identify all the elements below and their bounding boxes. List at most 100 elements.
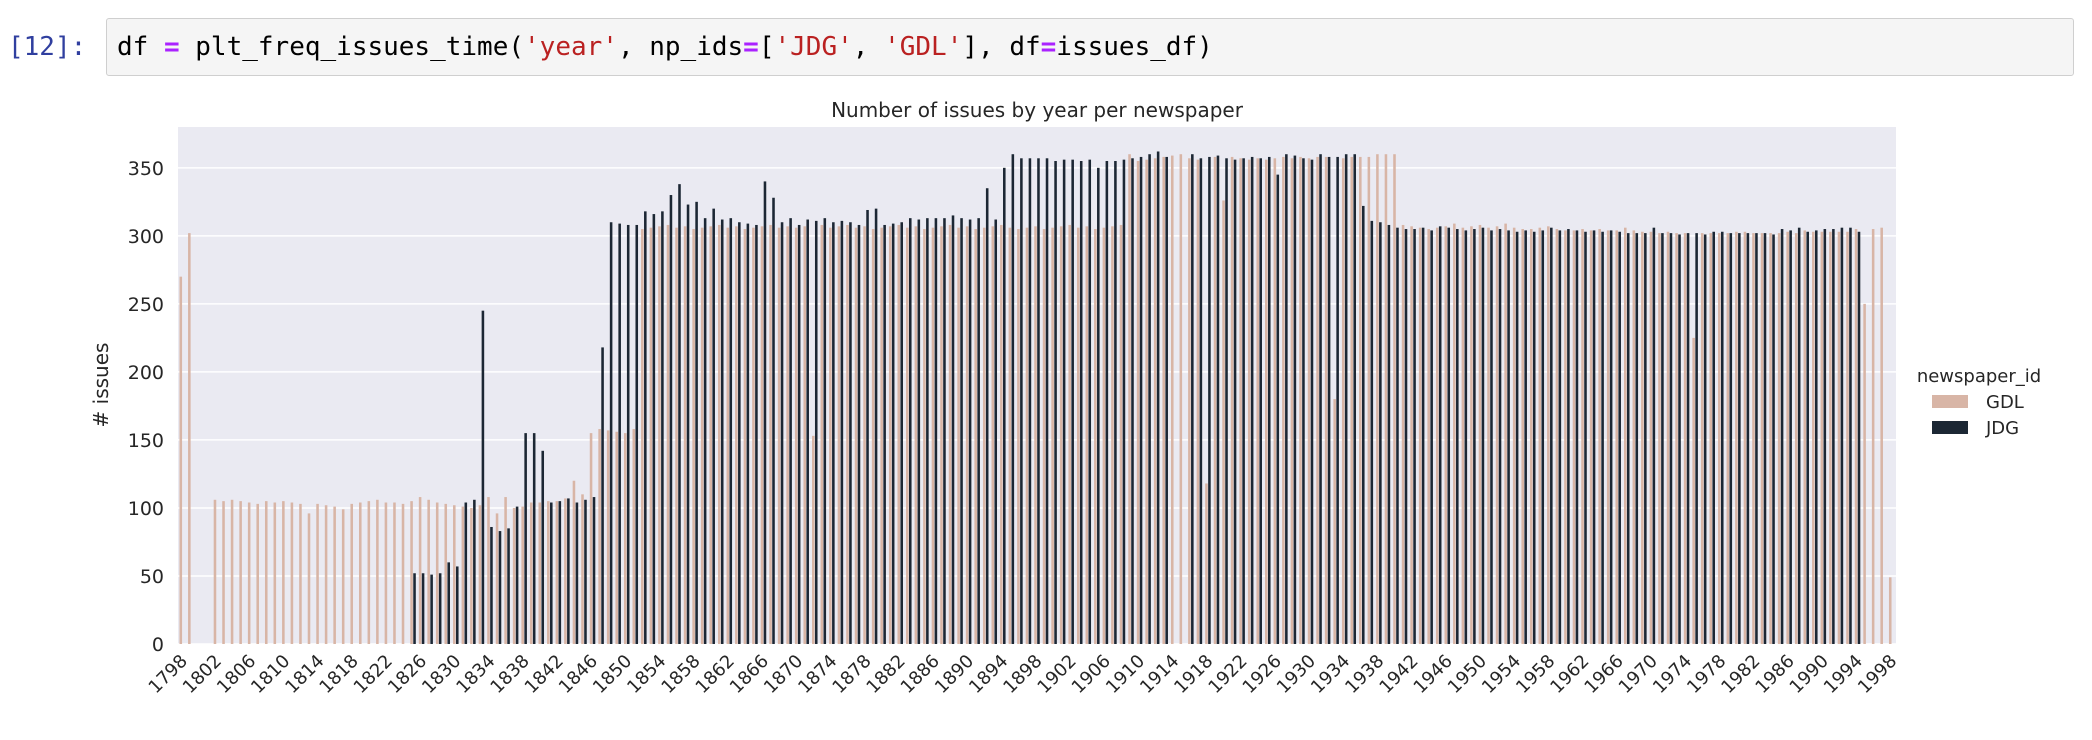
- x-tick-label: 1870: [760, 651, 807, 698]
- x-tick-label: 1922: [1204, 651, 1251, 698]
- bar-jdg-1862: [729, 218, 733, 644]
- bar-gdl-1819: [359, 502, 362, 644]
- bar-jdg-1947: [1456, 229, 1459, 645]
- bar-gdl-1804: [230, 499, 234, 644]
- bar-gdl-1860: [709, 226, 712, 644]
- bar-gdl-1873: [820, 224, 824, 644]
- bar-jdg-1942: [1413, 229, 1416, 645]
- bar-jdg-1899: [1045, 158, 1049, 644]
- bar-jdg-1900: [1054, 161, 1057, 644]
- bar-jdg-1831: [464, 502, 468, 644]
- bar-gdl-1888: [948, 224, 952, 644]
- bar-gdl-1881: [888, 226, 892, 644]
- bar-jdg-1953: [1507, 230, 1510, 644]
- bar-gdl-1883: [906, 227, 909, 644]
- code-sep: ], df: [962, 32, 1041, 62]
- bar-jdg-1952: [1498, 229, 1502, 645]
- bar-jdg-1908: [1122, 159, 1126, 644]
- bar-gdl-1803: [222, 501, 225, 644]
- y-tick-label: 200: [128, 362, 164, 384]
- bar-gdl-1933: [1333, 399, 1336, 644]
- bar-gdl-1825: [410, 501, 413, 644]
- bar-gdl-1828: [435, 502, 439, 644]
- bar-gdl-1948: [1461, 227, 1465, 644]
- bar-gdl-1914: [1170, 155, 1174, 644]
- bar-jdg-1954: [1515, 231, 1519, 644]
- bar-jdg-1872: [814, 220, 818, 644]
- bar-jdg-1910: [1139, 156, 1143, 644]
- code-input[interactable]: df = plt_freq_issues_time('year', np_ids…: [106, 18, 2074, 76]
- bar-gdl-1947: [1453, 223, 1456, 644]
- bar-gdl-1986: [1786, 231, 1789, 644]
- bar-gdl-1823: [393, 502, 396, 644]
- bar-gdl-1846: [589, 433, 593, 644]
- bar-gdl-1875: [837, 226, 841, 644]
- bar-gdl-1931: [1316, 156, 1319, 644]
- bar-jdg-1929: [1302, 158, 1305, 644]
- bar-jdg-1903: [1079, 161, 1083, 644]
- x-tick-label: 1834: [452, 651, 499, 698]
- bar-jdg-1896: [1020, 158, 1023, 644]
- x-tick-label: 1994: [1820, 651, 1867, 698]
- bar-gdl-1994: [1854, 229, 1858, 645]
- bar-jdg-1993: [1849, 227, 1852, 644]
- x-tick-label: 1810: [247, 651, 294, 698]
- bar-gdl-1998: [1888, 577, 1892, 644]
- bar-jdg-1913: [1165, 156, 1168, 644]
- bar-gdl-1816: [333, 506, 336, 644]
- bar-gdl-1997: [1880, 227, 1883, 644]
- bar-gdl-1866: [760, 226, 764, 644]
- bar-jdg-1826: [421, 573, 425, 644]
- bar-jdg-1876: [849, 222, 852, 645]
- bar-jdg-1843: [567, 498, 570, 644]
- bar-gdl-1855: [666, 224, 670, 644]
- bar-gdl-1978: [1718, 233, 1721, 644]
- bar-gdl-1849: [615, 431, 618, 644]
- bar-gdl-1831: [461, 506, 465, 644]
- bar-jdg-1868: [780, 222, 784, 645]
- x-tick-label: 1902: [1033, 651, 1080, 698]
- bar-jdg-1958: [1550, 227, 1553, 644]
- x-tick-label: 1978: [1683, 651, 1730, 698]
- bar-gdl-1910: [1136, 161, 1140, 644]
- bar-gdl-1988: [1803, 230, 1807, 644]
- bar-gdl-1854: [658, 226, 661, 644]
- legend-label-jdg: JDG: [1985, 418, 2019, 439]
- bar-gdl-1809: [273, 502, 277, 644]
- bar-jdg-1875: [840, 220, 844, 644]
- bar-gdl-1989: [1812, 231, 1815, 644]
- bar-jdg-1991: [1832, 229, 1835, 645]
- x-tick-label: 1946: [1410, 651, 1457, 698]
- x-tick-label: 1914: [1136, 651, 1183, 698]
- bar-gdl-1817: [341, 509, 345, 644]
- bar-gdl-1810: [282, 501, 285, 644]
- bar-jdg-1839: [532, 433, 536, 644]
- bar-gdl-1856: [675, 227, 678, 644]
- bar-jdg-1837: [515, 506, 519, 644]
- bar-gdl-1827: [427, 499, 430, 644]
- bar-gdl-1876: [846, 224, 849, 644]
- bar-jdg-1948: [1464, 230, 1468, 644]
- bar-jdg-1984: [1772, 234, 1775, 645]
- bar-jdg-1836: [507, 528, 510, 644]
- bar-gdl-1985: [1777, 233, 1781, 644]
- bar-jdg-1887: [943, 218, 946, 644]
- bar-jdg-1863: [738, 222, 741, 645]
- x-tick-label: 1826: [384, 651, 431, 698]
- bar-jdg-1945: [1438, 226, 1442, 644]
- bar-gdl-1820: [367, 501, 371, 644]
- bar-gdl-1972: [1666, 231, 1670, 644]
- x-tick-label: 1898: [999, 651, 1046, 698]
- bar-gdl-1837: [512, 507, 516, 644]
- x-tick-label: 1950: [1444, 651, 1491, 698]
- bar-gdl-1957: [1538, 227, 1542, 644]
- bar-gdl-1853: [649, 227, 653, 644]
- bar-jdg-1967: [1626, 233, 1630, 644]
- bar-gdl-1928: [1290, 158, 1294, 644]
- x-tick-label: 1854: [623, 651, 670, 698]
- bar-jdg-1979: [1729, 233, 1733, 644]
- bar-jdg-1977: [1712, 231, 1715, 644]
- bar-jdg-1867: [772, 197, 775, 644]
- bar-jdg-1861: [720, 219, 724, 644]
